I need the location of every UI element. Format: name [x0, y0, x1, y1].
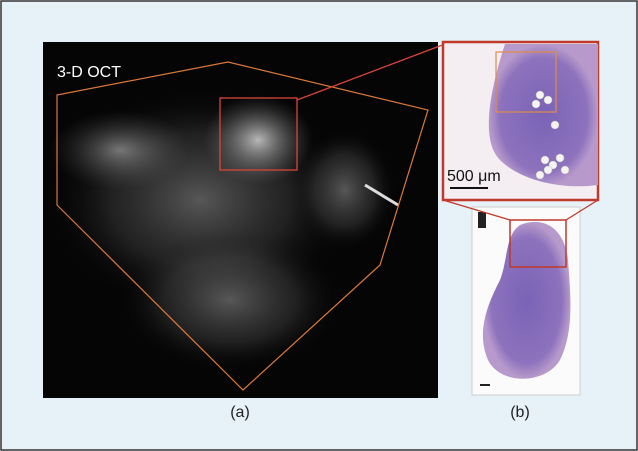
oct-tissue — [50, 110, 190, 190]
page: {"panel_a": {"title": "3-D OCT", "captio… — [0, 0, 638, 451]
figure: 3-D OCT (a) 500 μm (b) — [0, 0, 638, 451]
panel-title: 3-D OCT — [57, 64, 121, 81]
panel-a: 3-D OCT (a) — [43, 42, 445, 421]
caption: (b) — [510, 404, 530, 421]
caption: (a) — [230, 404, 250, 421]
section-marker — [478, 212, 486, 228]
scale-bar-label: 500 μm — [447, 168, 501, 185]
oct-tissue — [295, 130, 395, 250]
